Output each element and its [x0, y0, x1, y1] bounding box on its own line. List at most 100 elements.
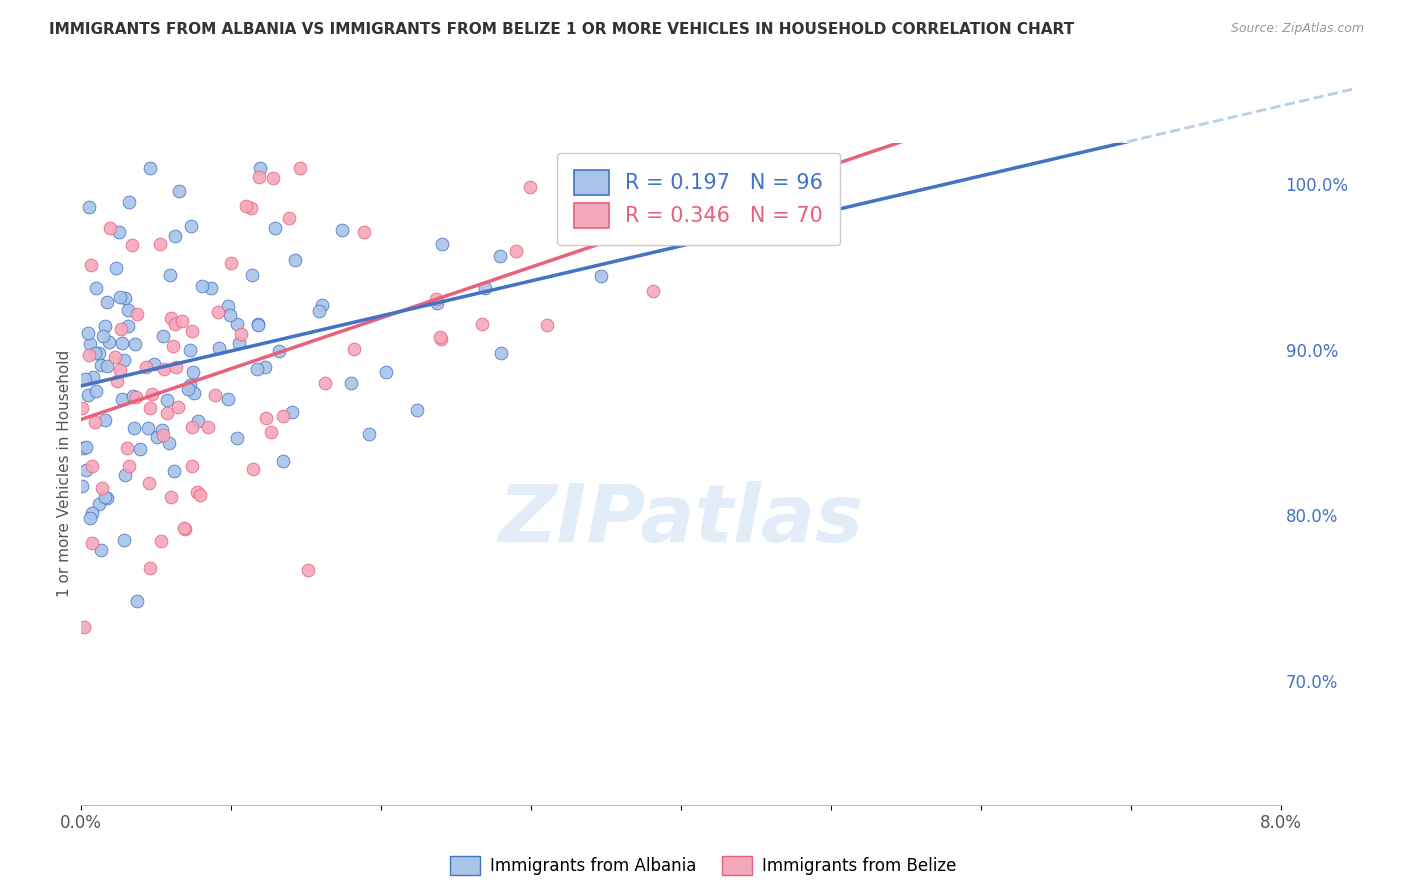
Point — [260, 425, 283, 440]
Point — [474, 281, 496, 295]
Point — [152, 428, 174, 442]
Point — [138, 475, 160, 490]
Point — [114, 291, 136, 305]
Point — [163, 464, 186, 478]
Point — [150, 423, 173, 437]
Point — [226, 318, 249, 332]
Point — [308, 304, 330, 318]
Point — [112, 353, 135, 368]
Point — [430, 332, 453, 346]
Point — [281, 405, 304, 419]
Point — [128, 442, 150, 456]
Point — [471, 317, 494, 331]
Point — [98, 220, 121, 235]
Point — [191, 279, 214, 293]
Point — [188, 487, 211, 501]
Point — [135, 359, 157, 374]
Point — [246, 318, 269, 333]
Point — [118, 194, 141, 209]
Point — [84, 281, 107, 295]
Point — [149, 237, 172, 252]
Point — [536, 318, 558, 333]
Point — [505, 244, 527, 258]
Point — [96, 295, 118, 310]
Point — [179, 343, 201, 357]
Legend: R = 0.197   N = 96, R = 0.346   N = 70: R = 0.197 N = 96, R = 0.346 N = 70 — [557, 153, 841, 245]
Point — [139, 561, 162, 575]
Point — [180, 420, 202, 434]
Point — [79, 511, 101, 525]
Point — [125, 307, 148, 321]
Point — [297, 563, 319, 577]
Point — [406, 403, 429, 417]
Point — [117, 302, 139, 317]
Point — [75, 440, 97, 454]
Point — [426, 296, 449, 310]
Point — [159, 311, 181, 326]
Point — [240, 201, 263, 215]
Point — [228, 335, 250, 350]
Point — [267, 343, 290, 358]
Point — [80, 506, 103, 520]
Point — [122, 421, 145, 435]
Point — [124, 337, 146, 351]
Point — [170, 314, 193, 328]
Point — [353, 225, 375, 239]
Point — [70, 479, 93, 493]
Point — [173, 523, 195, 537]
Point — [77, 348, 100, 362]
Point — [247, 170, 270, 185]
Point — [149, 534, 172, 549]
Point — [180, 219, 202, 234]
Point — [82, 459, 104, 474]
Point — [159, 268, 181, 283]
Point — [273, 454, 295, 468]
Point — [240, 268, 263, 282]
Point — [105, 261, 128, 276]
Point — [246, 362, 269, 376]
Point — [430, 237, 453, 252]
Point — [231, 327, 253, 342]
Point — [156, 406, 179, 420]
Point — [204, 388, 226, 402]
Point — [107, 225, 129, 239]
Point — [79, 336, 101, 351]
Text: IMMIGRANTS FROM ALBANIA VS IMMIGRANTS FROM BELIZE 1 OR MORE VEHICLES IN HOUSEHOL: IMMIGRANTS FROM ALBANIA VS IMMIGRANTS FR… — [49, 22, 1074, 37]
Point — [96, 359, 118, 373]
Point — [142, 357, 165, 371]
Point — [87, 346, 110, 360]
Point — [488, 249, 510, 263]
Point — [271, 409, 294, 424]
Point — [112, 533, 135, 548]
Point — [80, 536, 103, 550]
Point — [254, 360, 277, 375]
Point — [118, 459, 141, 474]
Point — [489, 346, 512, 360]
Point — [186, 484, 208, 499]
Point — [262, 171, 284, 186]
Point — [183, 385, 205, 400]
Point — [110, 322, 132, 336]
Point — [247, 318, 270, 332]
Point — [181, 459, 204, 474]
Point — [105, 374, 128, 388]
Point — [342, 342, 364, 356]
Point — [75, 463, 97, 477]
Point — [249, 161, 271, 175]
Point — [108, 363, 131, 377]
Point — [242, 462, 264, 476]
Point — [169, 184, 191, 198]
Point — [139, 161, 162, 175]
Point — [340, 376, 363, 390]
Point — [139, 401, 162, 416]
Point — [96, 491, 118, 505]
Point — [90, 543, 112, 558]
Point — [91, 329, 114, 343]
Point — [162, 338, 184, 352]
Point — [122, 389, 145, 403]
Point — [641, 284, 664, 298]
Point — [117, 319, 139, 334]
Point — [572, 209, 595, 223]
Point — [429, 330, 451, 344]
Point — [589, 268, 612, 283]
